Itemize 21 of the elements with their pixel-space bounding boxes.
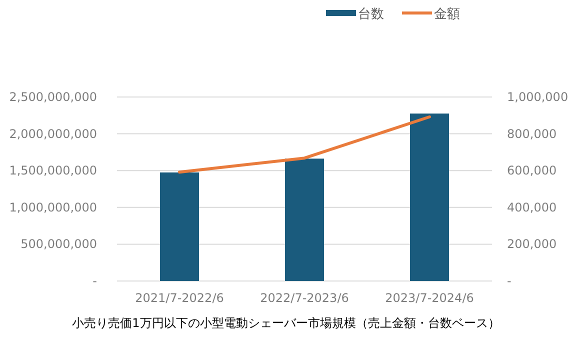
y-tick-label: 1,500,000,000 [9,164,97,178]
x-tick-label: 2022/7-2023/6 [260,291,349,305]
bar [410,114,449,281]
y-tick-label: 1,000,000,000 [9,200,97,214]
x-tick-label: 2021/7-2022/6 [135,291,224,305]
x-tick-label: 2023/7-2024/6 [385,291,474,305]
y-tick-label: - [92,274,97,288]
y-tick-label: 2,000,000,000 [9,126,97,141]
bar [285,158,324,281]
y2-tick-label: 1,000,000 [507,90,568,104]
y2-tick-label: 400,000 [507,200,557,214]
text: 小売り売価1万円以下の小型電動シェーバー市場規模（売上金額・台数ベース） [72,316,500,330]
y2-tick-label: 800,000 [507,126,557,141]
bar [160,172,199,281]
y2-tick-label: 600,000 [507,164,557,178]
y-tick-label: 2,500,000,000 [9,90,97,104]
y2-tick-label: - [507,274,512,288]
y-tick-label: 500,000,000 [20,237,97,252]
y2-tick-label: 200,000 [507,237,557,252]
legend-label: 台数 [358,7,384,22]
legend-label: 金額 [434,7,460,22]
